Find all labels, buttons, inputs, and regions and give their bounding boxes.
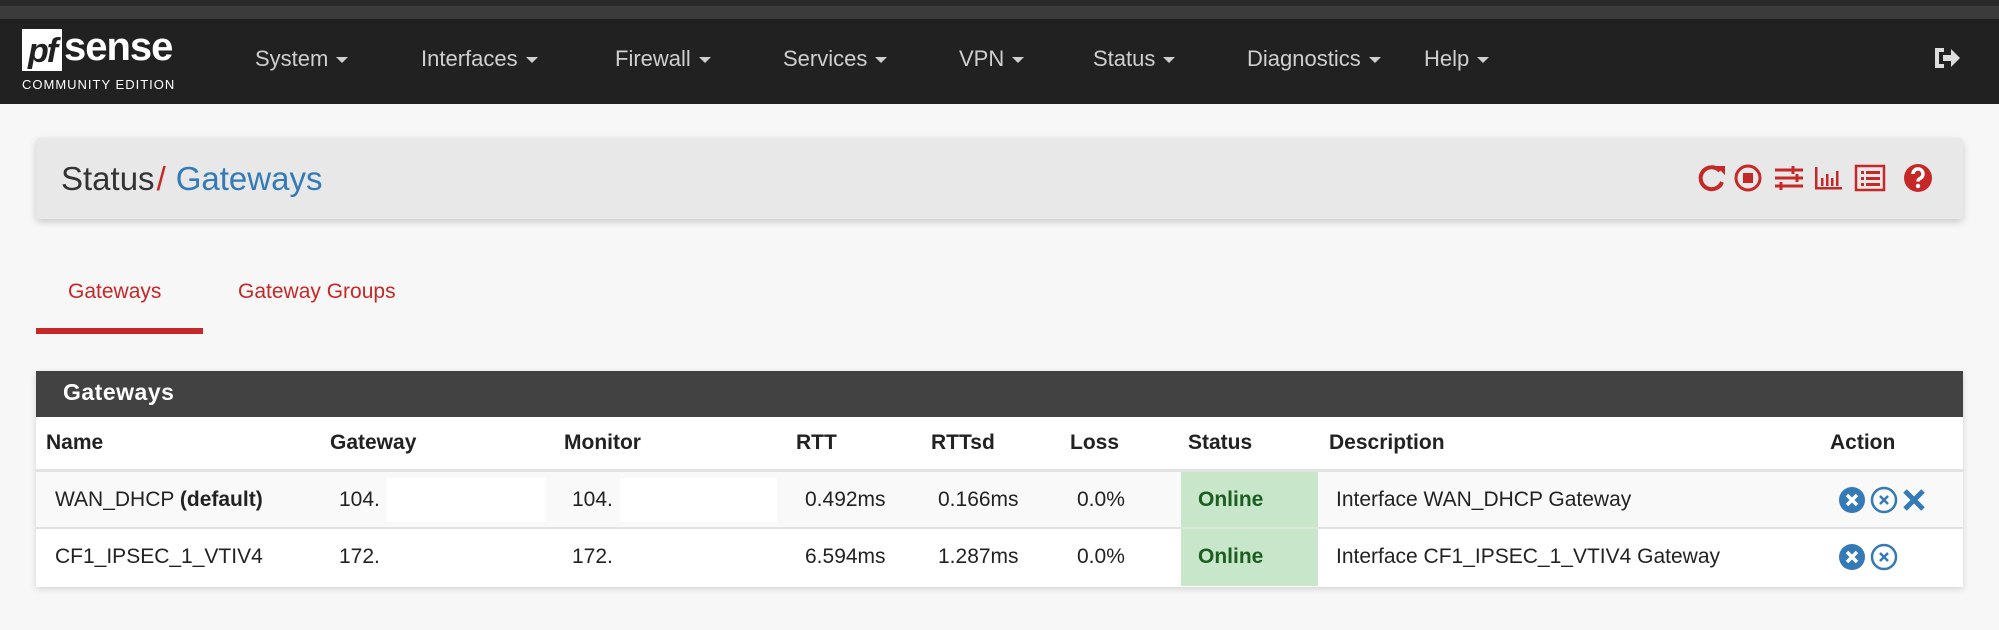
help-icon[interactable] bbox=[1902, 162, 1934, 194]
gateway-name: WAN_DHCP (default) bbox=[55, 488, 263, 511]
mark-down-icon[interactable] bbox=[1838, 486, 1866, 514]
nav-help[interactable]: Help bbox=[1424, 46, 1490, 72]
gateway-address: 104. bbox=[339, 488, 380, 511]
logo-word: sense bbox=[64, 25, 173, 69]
status-badge: Online bbox=[1181, 529, 1318, 586]
gateways-panel: Gateways Name Gateway Monitor RTT RTTsd … bbox=[36, 371, 1963, 587]
logo-edition: COMMUNITY EDITION bbox=[22, 77, 176, 92]
bar-chart-icon[interactable] bbox=[1812, 162, 1844, 194]
col-status: Status bbox=[1188, 431, 1253, 454]
col-action: Action bbox=[1830, 431, 1896, 454]
tab-gateway-groups[interactable]: Gateway Groups bbox=[238, 280, 396, 303]
monitor-address: 172. bbox=[572, 545, 613, 568]
nav-status[interactable]: Status bbox=[1093, 46, 1176, 72]
top-navbar: pf sense COMMUNITY EDITION System Interf… bbox=[0, 19, 1999, 104]
pfsense-logo[interactable]: pf sense COMMUNITY EDITION bbox=[22, 25, 174, 95]
monitor-address: 104. bbox=[572, 488, 613, 511]
col-description: Description bbox=[1329, 431, 1445, 454]
caret-down-icon bbox=[1368, 57, 1381, 64]
col-gateway: Gateway bbox=[330, 431, 417, 454]
refresh-icon[interactable] bbox=[1696, 162, 1728, 194]
nav-firewall[interactable]: Firewall bbox=[615, 46, 711, 72]
redaction-box bbox=[620, 535, 777, 579]
breadcrumb-current[interactable]: Gateways bbox=[175, 160, 323, 197]
sign-out-icon[interactable] bbox=[1933, 44, 1961, 72]
col-rtt: RTT bbox=[796, 431, 837, 454]
redaction-box bbox=[387, 478, 546, 522]
breadcrumb: Status/Gateways bbox=[61, 160, 323, 197]
col-monitor: Monitor bbox=[564, 431, 641, 454]
nav-system[interactable]: System bbox=[255, 46, 349, 72]
rttsd-value: 1.287ms bbox=[938, 545, 1019, 568]
col-rttsd: RTTsd bbox=[931, 431, 995, 454]
active-tab-indicator bbox=[36, 328, 203, 334]
disable-icon[interactable] bbox=[1870, 543, 1898, 571]
caret-down-icon bbox=[1012, 57, 1025, 64]
rttsd-value: 0.166ms bbox=[938, 488, 1019, 511]
col-name: Name bbox=[46, 431, 104, 454]
nav-interfaces[interactable]: Interfaces bbox=[421, 46, 538, 72]
gateway-name: CF1_IPSEC_1_VTIV4 bbox=[55, 545, 263, 568]
table-header: Name Gateway Monitor RTT RTTsd Loss Stat… bbox=[36, 417, 1963, 472]
caret-down-icon bbox=[1163, 57, 1176, 64]
kill-states-icon[interactable] bbox=[1900, 486, 1928, 514]
browser-chrome bbox=[0, 0, 1999, 19]
gateway-address: 172. bbox=[339, 545, 380, 568]
table-row: WAN_DHCP (default) 104. 104. 0.492ms 0.1… bbox=[36, 472, 1963, 529]
caret-down-icon bbox=[1477, 57, 1490, 64]
caret-down-icon bbox=[875, 57, 888, 64]
redaction-box bbox=[387, 535, 546, 579]
tab-gateways[interactable]: Gateways bbox=[68, 280, 162, 303]
disable-icon[interactable] bbox=[1870, 486, 1898, 514]
caret-down-icon bbox=[525, 57, 538, 64]
gateway-description: Interface CF1_IPSEC_1_VTIV4 Gateway bbox=[1336, 545, 1721, 568]
loss-value: 0.0% bbox=[1077, 488, 1125, 511]
breadcrumb-parent[interactable]: Status bbox=[61, 160, 155, 197]
rtt-value: 0.492ms bbox=[805, 488, 886, 511]
mark-down-icon[interactable] bbox=[1838, 543, 1866, 571]
stop-circle-icon[interactable] bbox=[1732, 162, 1764, 194]
rtt-value: 6.594ms bbox=[805, 545, 886, 568]
breadcrumb-bar: Status/Gateways bbox=[36, 138, 1963, 219]
nav-diagnostics[interactable]: Diagnostics bbox=[1247, 46, 1381, 72]
caret-down-icon bbox=[336, 57, 349, 64]
logo-mark: pf bbox=[22, 29, 62, 71]
panel-title: Gateways bbox=[36, 371, 1963, 417]
gateway-description: Interface WAN_DHCP Gateway bbox=[1336, 488, 1632, 511]
nav-services[interactable]: Services bbox=[783, 46, 888, 72]
table-row: CF1_IPSEC_1_VTIV4 172. 172. 6.594ms 1.28… bbox=[36, 529, 1963, 586]
list-icon[interactable] bbox=[1854, 162, 1886, 194]
caret-down-icon bbox=[698, 57, 711, 64]
status-badge: Online bbox=[1181, 472, 1318, 527]
nav-vpn[interactable]: VPN bbox=[959, 46, 1025, 72]
col-loss: Loss bbox=[1070, 431, 1120, 454]
redaction-box bbox=[620, 478, 777, 522]
sliders-icon[interactable] bbox=[1773, 162, 1805, 194]
loss-value: 0.0% bbox=[1077, 545, 1125, 568]
